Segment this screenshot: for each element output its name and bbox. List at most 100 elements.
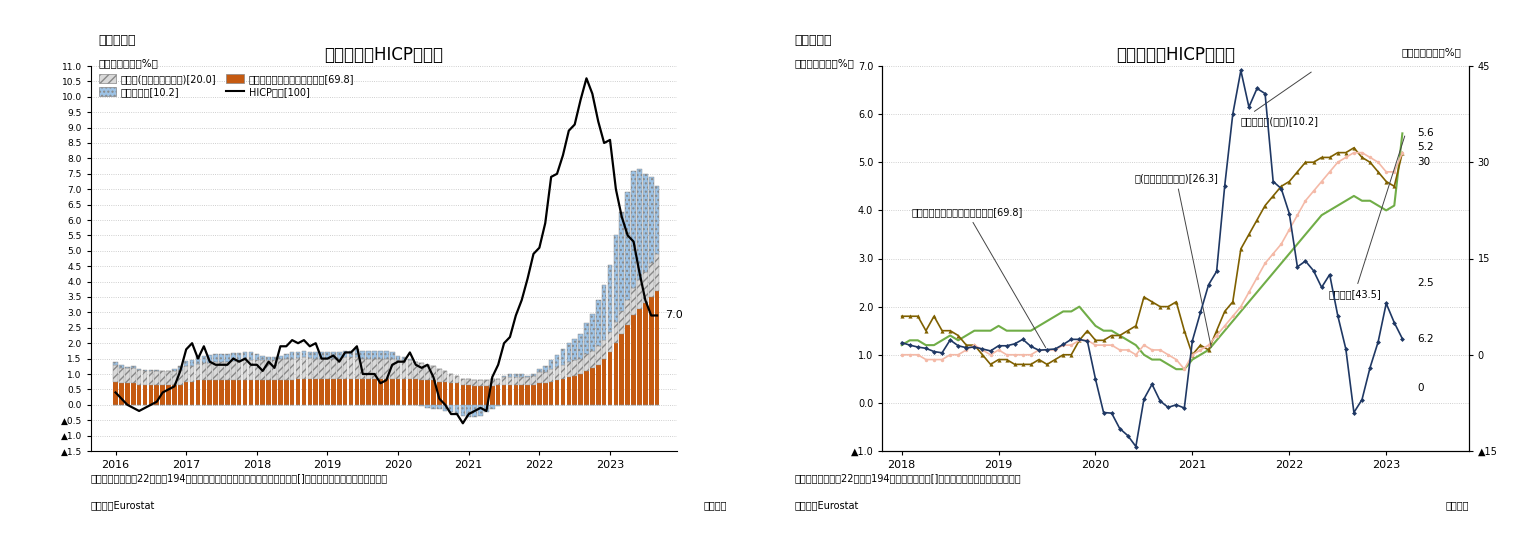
Bar bbox=[544, 372, 548, 383]
Text: （資料）Eurostat: （資料）Eurostat bbox=[91, 500, 156, 510]
Bar bbox=[513, 374, 518, 377]
Bar bbox=[372, 378, 377, 405]
Bar bbox=[401, 378, 406, 405]
Bar bbox=[120, 368, 124, 383]
Bar bbox=[279, 380, 283, 405]
Bar bbox=[179, 366, 183, 370]
Text: 6.2: 6.2 bbox=[1417, 334, 1434, 344]
Text: （注）ユーロ圈は22年まで194か国のデータ、[]内は総合指数に対するウェイト: （注）ユーロ圈は22年まで194か国のデータ、[]内は総合指数に対するウェイト bbox=[795, 473, 1022, 483]
Bar bbox=[313, 378, 318, 405]
Bar bbox=[578, 359, 583, 374]
Bar bbox=[366, 359, 371, 378]
Bar bbox=[273, 380, 277, 405]
Bar bbox=[607, 332, 612, 353]
Bar bbox=[226, 362, 230, 380]
Bar bbox=[631, 170, 636, 288]
Bar bbox=[167, 371, 171, 385]
Bar bbox=[248, 360, 253, 380]
Bar bbox=[254, 360, 259, 380]
Bar bbox=[497, 385, 501, 405]
Bar bbox=[338, 378, 342, 405]
Text: （前年同月比、%）: （前年同月比、%） bbox=[98, 58, 159, 68]
Bar bbox=[148, 370, 153, 371]
Bar bbox=[307, 352, 312, 358]
Bar bbox=[142, 371, 147, 385]
Bar bbox=[348, 378, 353, 405]
Text: （注）ユーロ圈は22年まで194か国、最新月の寄与度は簡易的な試算値、[]内は総合指数に対するウェイト: （注）ユーロ圈は22年まで194か国、最新月の寄与度は簡易的な試算値、[]内は総… bbox=[91, 473, 388, 483]
Bar bbox=[497, 405, 501, 406]
Bar bbox=[431, 405, 436, 409]
Bar bbox=[183, 366, 189, 382]
Bar bbox=[242, 352, 247, 360]
Bar bbox=[607, 353, 612, 405]
Bar bbox=[385, 378, 389, 405]
Bar bbox=[326, 378, 330, 405]
Bar bbox=[195, 364, 200, 380]
Bar bbox=[232, 353, 236, 361]
Bar bbox=[419, 363, 424, 380]
Bar bbox=[507, 374, 512, 377]
Bar bbox=[519, 385, 524, 405]
Bar bbox=[120, 383, 124, 405]
Bar bbox=[173, 385, 177, 405]
Bar bbox=[148, 371, 153, 385]
Bar bbox=[566, 343, 571, 362]
Bar bbox=[584, 354, 589, 371]
Bar bbox=[279, 355, 283, 359]
Bar bbox=[342, 378, 347, 405]
Bar bbox=[431, 366, 436, 380]
Bar bbox=[266, 360, 271, 380]
Bar bbox=[360, 378, 365, 405]
Bar bbox=[501, 376, 506, 377]
Bar bbox=[395, 378, 400, 405]
Bar bbox=[431, 380, 436, 405]
Bar bbox=[550, 370, 554, 382]
Bar bbox=[613, 343, 618, 405]
Bar bbox=[260, 380, 265, 405]
Bar bbox=[460, 378, 465, 385]
Bar bbox=[531, 376, 536, 385]
Bar bbox=[285, 359, 289, 380]
Bar bbox=[513, 385, 518, 405]
Bar bbox=[501, 377, 506, 385]
Bar bbox=[160, 371, 165, 385]
Bar bbox=[378, 378, 383, 405]
Bar bbox=[525, 377, 530, 385]
Text: エネルギー(右軟)[10.2]: エネルギー(右軟)[10.2] bbox=[1241, 72, 1319, 126]
Bar bbox=[289, 380, 294, 405]
Bar bbox=[120, 365, 124, 368]
Bar bbox=[207, 355, 212, 363]
Bar bbox=[448, 383, 453, 405]
Bar bbox=[395, 355, 400, 360]
Bar bbox=[130, 383, 136, 405]
Bar bbox=[372, 351, 377, 359]
Bar bbox=[643, 174, 648, 272]
Bar bbox=[354, 378, 359, 405]
Bar bbox=[313, 359, 318, 378]
Bar bbox=[114, 365, 118, 382]
Bar bbox=[195, 380, 200, 405]
Bar bbox=[160, 385, 165, 405]
Bar bbox=[578, 334, 583, 359]
Bar bbox=[354, 357, 359, 378]
Bar bbox=[491, 405, 495, 409]
Bar bbox=[254, 380, 259, 405]
Bar bbox=[590, 368, 595, 405]
Bar bbox=[566, 362, 571, 377]
Bar bbox=[179, 370, 183, 385]
Bar bbox=[478, 380, 483, 386]
Bar bbox=[236, 353, 241, 360]
Bar bbox=[248, 352, 253, 360]
Bar bbox=[578, 374, 583, 405]
Bar bbox=[301, 357, 306, 378]
Bar bbox=[220, 380, 224, 405]
Text: エネルギーと飲食料を除く総合[69.8]: エネルギーと飲食料を除く総合[69.8] bbox=[911, 207, 1046, 348]
Bar bbox=[472, 405, 477, 417]
Bar bbox=[136, 369, 141, 370]
Text: 0: 0 bbox=[1417, 383, 1423, 393]
Bar bbox=[201, 380, 206, 405]
Bar bbox=[154, 371, 159, 385]
Bar bbox=[637, 309, 642, 405]
Text: 5.2: 5.2 bbox=[1417, 142, 1434, 152]
Bar bbox=[625, 192, 630, 300]
